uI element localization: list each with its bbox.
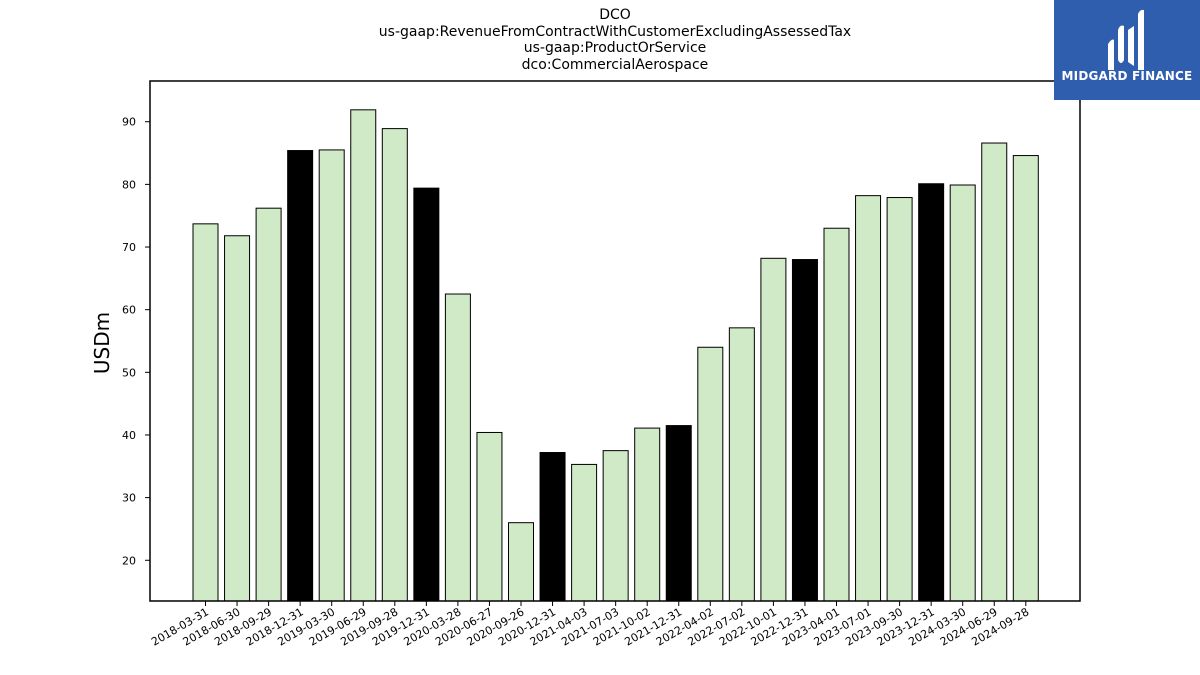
y-axis-label: USDm [90, 312, 114, 374]
y-tick-label: 60 [122, 304, 136, 317]
plot-frame [149, 80, 1081, 602]
bar-2021-04-03 [571, 463, 598, 602]
bar-2020-06-27 [476, 431, 503, 602]
y-tick-label: 90 [122, 116, 136, 129]
bar-2019-12-31 [413, 187, 440, 602]
bar-2019-09-28 [381, 128, 408, 602]
midgard-finance-logo: MIDGARD FINANCE [1054, 0, 1200, 100]
y-axis-ticks: 20 30 40 50 60 70 80 90 [122, 116, 150, 567]
title-line-2: us-gaap:RevenueFromContractWithCustomerE… [378, 24, 852, 40]
stylized-M-logo-icon [1108, 9, 1144, 71]
y-tick-label: 30 [122, 492, 136, 505]
bar-2018-06-30 [224, 235, 251, 602]
bar-2022-12-31 [791, 259, 818, 602]
bar-2021-07-03 [602, 450, 629, 602]
y-tick-label: 40 [122, 429, 136, 442]
title-line-4: dco:CommercialAerospace [521, 57, 709, 73]
bar-2023-09-30 [886, 197, 913, 602]
y-tick-label: 20 [122, 554, 136, 567]
bar-2020-12-31 [539, 452, 566, 602]
bar-2018-09-29 [255, 207, 282, 602]
bar-2018-12-31 [287, 150, 314, 602]
bar-2019-03-30 [318, 149, 345, 602]
bar-2020-03-28 [444, 293, 471, 602]
x-axis-ticks: 2018-03-312018-06-302018-09-292018-12-31… [149, 601, 1031, 649]
bar-2023-07-01 [855, 195, 882, 602]
bar-2022-10-01 [760, 257, 787, 602]
y-tick-label: 70 [122, 241, 136, 254]
title-line-3: us-gaap:ProductOrService [523, 40, 707, 56]
bar-2023-04-01 [823, 227, 850, 602]
bar-2024-09-28 [1012, 155, 1039, 602]
bar-2021-10-02 [634, 427, 661, 602]
bar-2020-09-26 [508, 522, 534, 602]
y-tick-label: 80 [122, 178, 136, 191]
bar-2022-04-02 [697, 346, 724, 602]
title-line-1: DCO [599, 7, 631, 23]
bars-group [192, 109, 1039, 602]
bar-2024-06-29 [981, 142, 1008, 602]
bar-2018-03-31 [192, 223, 219, 602]
bar-2023-12-31 [918, 183, 945, 602]
bar-2024-03-30 [949, 184, 976, 602]
bar-2021-12-31 [665, 425, 692, 602]
bar-2022-07-02 [728, 327, 755, 602]
bar-2019-06-29 [350, 109, 377, 602]
logo-text: MIDGARD FINANCE [1061, 69, 1193, 83]
y-tick-label: 50 [122, 366, 136, 379]
